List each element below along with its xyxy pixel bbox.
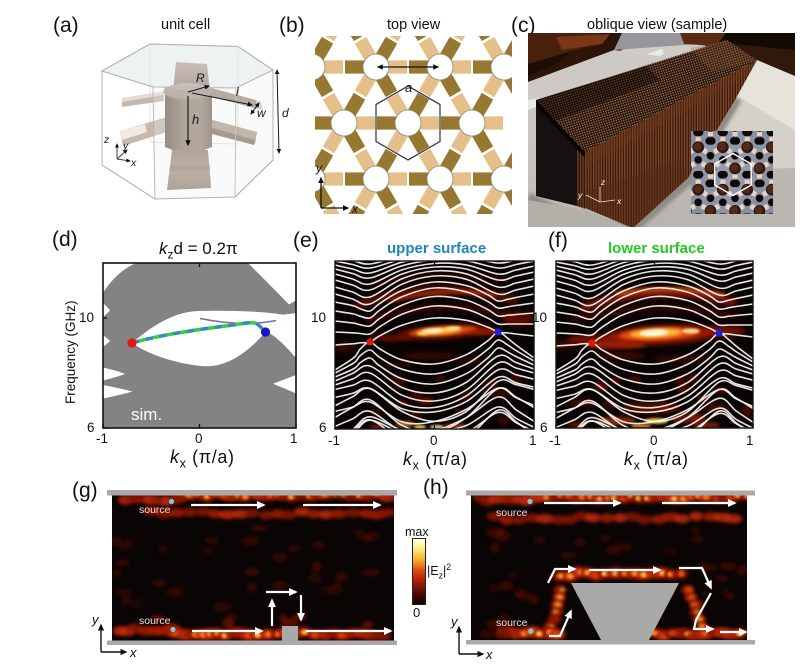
svg-text:w: w [257, 106, 267, 120]
svg-text:y: y [315, 161, 323, 175]
svg-text:y: y [577, 190, 583, 200]
svg-text:sim.: sim. [131, 405, 162, 424]
svg-text:h: h [192, 112, 199, 127]
svg-text:d: d [282, 106, 289, 120]
svg-text:z: z [103, 134, 110, 146]
svg-text:l: l [236, 85, 239, 99]
svg-text:source: source [496, 617, 528, 629]
svg-text:x: x [616, 196, 622, 206]
svg-text:source: source [496, 507, 528, 519]
svg-text:x: x [129, 645, 137, 660]
svg-text:R: R [196, 71, 205, 85]
svg-text:z: z [600, 177, 606, 187]
svg-text:x: x [351, 202, 359, 216]
svg-text:x: x [485, 647, 493, 662]
svg-text:y: y [450, 614, 459, 629]
svg-text:a: a [405, 80, 412, 95]
svg-text:source: source [139, 615, 171, 627]
svg-text:y: y [91, 612, 100, 627]
svg-text:x: x [130, 157, 137, 169]
svg-text:source: source [139, 504, 171, 516]
svg-text:y: y [122, 140, 129, 152]
